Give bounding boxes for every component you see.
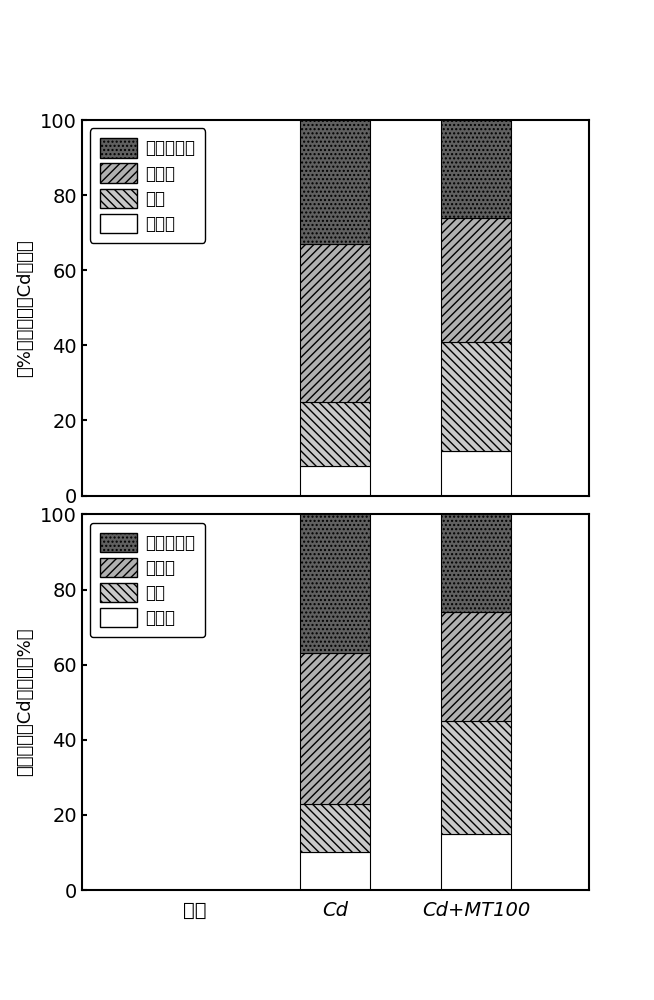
Bar (300, 120, 370, 244)
Legend: 胞质可溶物, 细胞器, 液泡, 细胞壁: 胞质可溶物, 细胞器, 液泡, 细胞壁 (90, 523, 205, 637)
Bar (441, 218, 511, 342)
Bar (300, 514, 370, 653)
Bar (441, 342, 511, 451)
Legend: 胞质可溶物, 细胞器, 液泡, 细胞壁: 胞质可溶物, 细胞器, 液泡, 细胞壁 (90, 128, 205, 243)
Bar (300, 852, 370, 890)
Bar (441, 612, 511, 721)
Y-axis label: 叶片细胞中Cd的分布（%）: 叶片细胞中Cd的分布（%） (16, 628, 35, 776)
Bar (441, 120, 511, 218)
Bar (300, 466, 370, 496)
Bar (441, 451, 511, 496)
Bar (441, 514, 511, 612)
Bar (300, 244, 370, 402)
Bar (300, 653, 370, 804)
Bar (441, 721, 511, 834)
Y-axis label: （%）根细胞中Cd的分布: （%）根细胞中Cd的分布 (16, 239, 35, 377)
Bar (300, 804, 370, 852)
Bar (441, 834, 511, 890)
Bar (300, 402, 370, 466)
